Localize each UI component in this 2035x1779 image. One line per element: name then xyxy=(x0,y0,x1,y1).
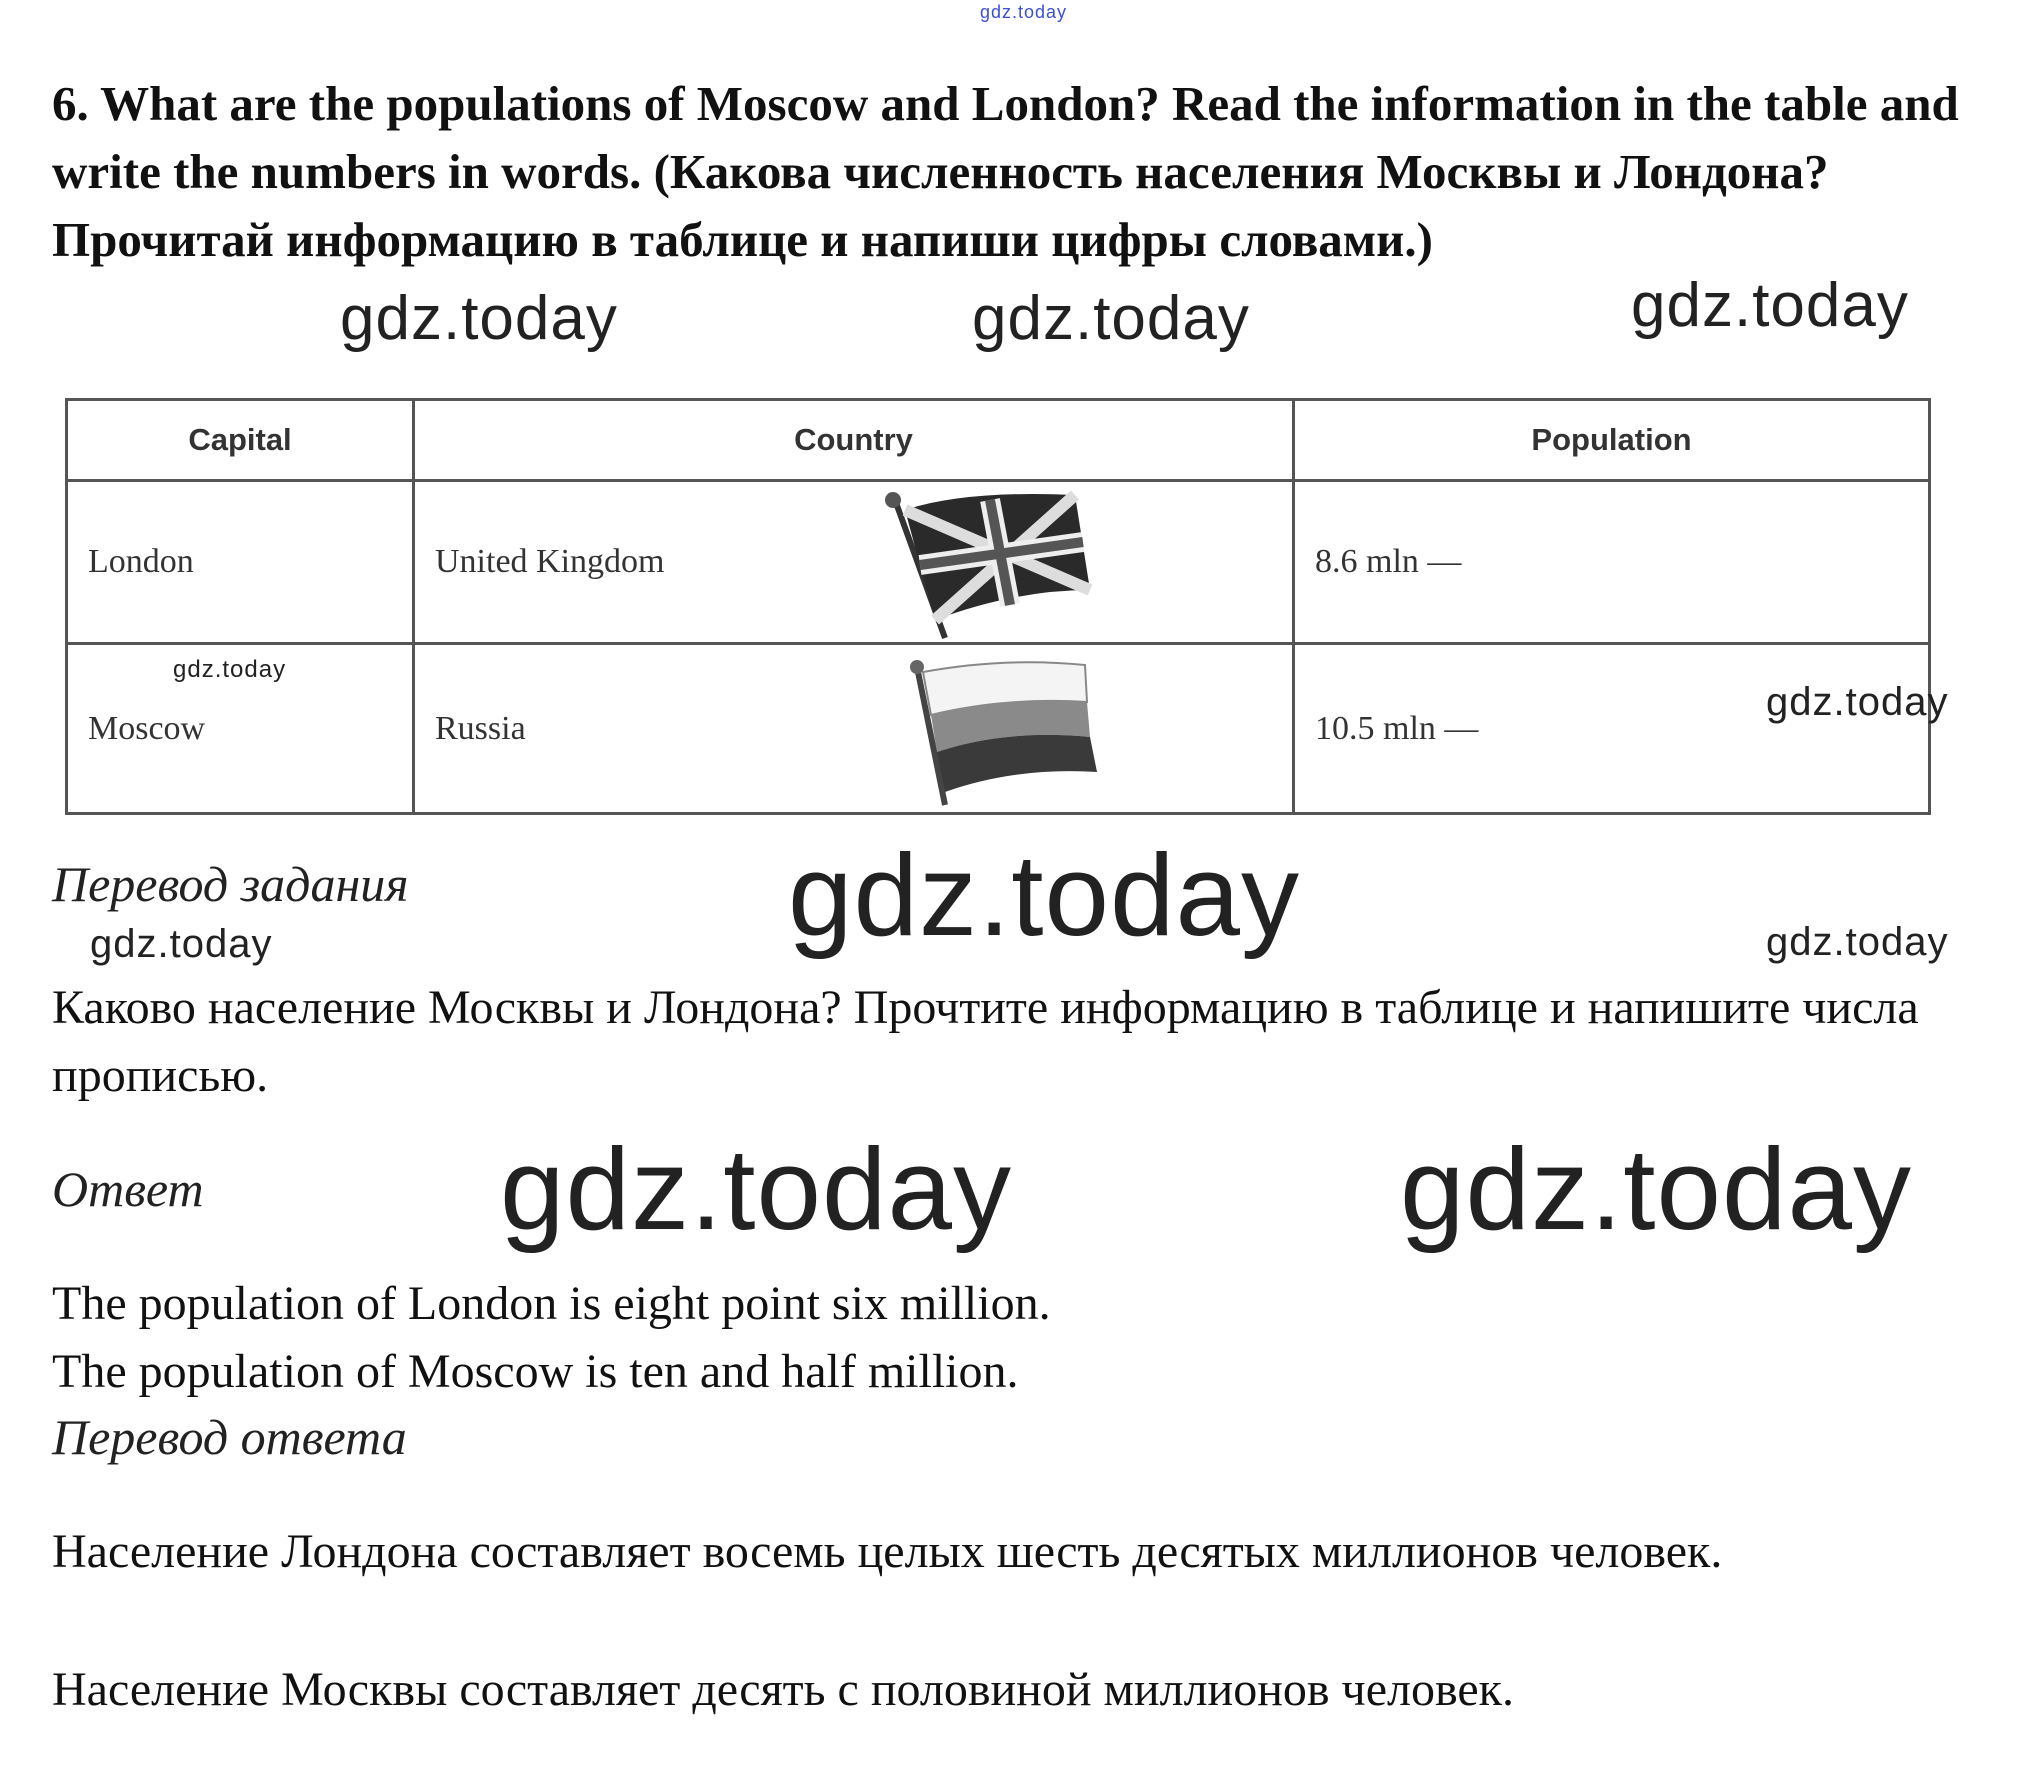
header-country: Country xyxy=(412,398,1295,482)
task-heading: 6. What are the populations of Moscow an… xyxy=(52,76,1959,267)
answer-translation-line-1: Население Лондона составляет восемь целы… xyxy=(52,1525,1723,1578)
russia-flag-icon xyxy=(910,660,1097,806)
cell-population: 10.5 mln — xyxy=(1292,642,1931,815)
translation-text: Каково население Москвы и Лондона? Прочт… xyxy=(52,981,1919,1102)
cell-capital: Moscow xyxy=(65,642,415,815)
population-table: Capital Country Population London United… xyxy=(65,398,1931,815)
answer-line-2: The population of Moscow is ten and half… xyxy=(52,1345,1019,1398)
table-header-row: Capital Country Population xyxy=(65,398,1931,482)
watermark: gdz.today xyxy=(1766,920,1949,964)
watermark: gdz.today xyxy=(788,830,1301,960)
answer-translation-title: Перевод ответа xyxy=(52,1409,407,1465)
uk-flag-icon xyxy=(885,490,1093,640)
header-capital: Capital xyxy=(65,398,415,482)
answer-translation-line-2: Население Москвы составляет десять с пол… xyxy=(52,1663,1514,1716)
watermark-top: gdz.today xyxy=(980,2,1068,22)
cell-country: Russia xyxy=(412,642,1295,815)
answer-line-1: The population of London is eight point … xyxy=(52,1277,1051,1330)
header-population: Population xyxy=(1292,398,1931,482)
cell-capital: London xyxy=(65,479,415,645)
country-name: Russia xyxy=(435,709,526,747)
watermark: gdz.today xyxy=(90,922,273,966)
table-row: London United Kingdom 8.6 mln — xyxy=(65,479,1931,645)
table-row: Moscow Russia 10.5 mln — xyxy=(65,642,1931,815)
watermark: gdz.today xyxy=(1400,1124,1913,1254)
watermark: gdz.today xyxy=(972,284,1250,353)
country-name: United Kingdom xyxy=(435,543,665,580)
cell-population: 8.6 mln — xyxy=(1292,479,1931,645)
cell-country: United Kingdom xyxy=(412,479,1295,645)
watermark: gdz.today xyxy=(1631,271,1909,340)
watermark: gdz.today xyxy=(340,284,618,353)
translation-title: Перевод задания xyxy=(52,856,409,912)
watermark: gdz.today xyxy=(1766,680,1949,724)
watermark: gdz.today xyxy=(500,1124,1013,1254)
watermark: gdz.today xyxy=(173,656,287,683)
answer-title: Ответ xyxy=(52,1161,204,1217)
